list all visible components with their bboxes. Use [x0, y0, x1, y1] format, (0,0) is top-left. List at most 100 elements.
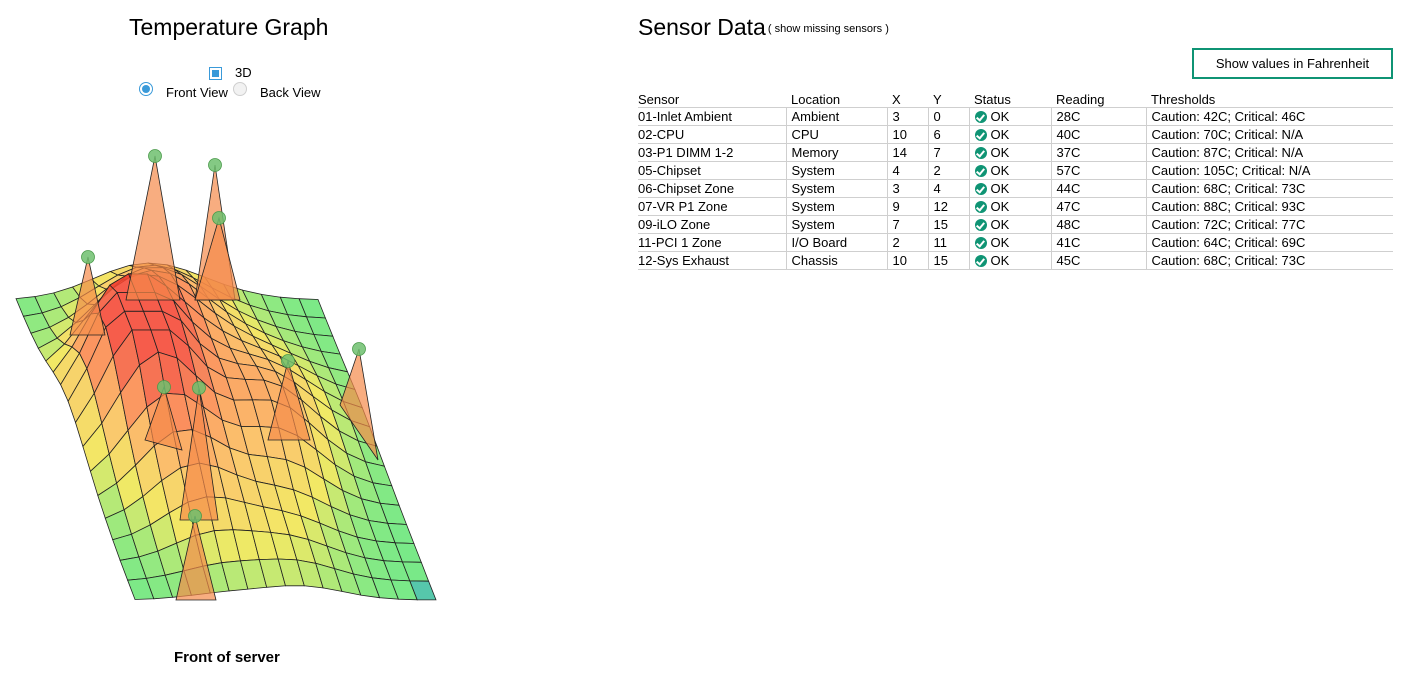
location-cell: System [785, 215, 887, 234]
sensor-spike [125, 155, 181, 301]
status-text: OK [990, 181, 1010, 196]
sensor-dot-icon[interactable] [81, 250, 95, 264]
y-cell: 7 [927, 143, 969, 162]
front-of-server-caption: Front of server [174, 649, 280, 666]
thresholds-cell: Caution: 68C; Critical: 73C [1145, 179, 1393, 198]
front-view-radio[interactable] [139, 82, 153, 96]
reading-cell: 47C [1050, 197, 1146, 216]
sensor-data-title: Sensor Data [638, 14, 766, 40]
location-cell: System [785, 179, 887, 198]
y-cell: 0 [927, 107, 969, 126]
sensor-name-cell: 03-P1 DIMM 1-2 [638, 143, 786, 162]
check-circle-icon [974, 183, 987, 195]
reading-cell: 45C [1050, 251, 1146, 270]
checkbox-checked-icon[interactable] [209, 66, 222, 80]
reading-cell: 41C [1050, 233, 1146, 252]
temperature-surface-3d[interactable] [0, 110, 470, 610]
status-cell: OK [968, 107, 1051, 126]
thresholds-cell: Caution: 105C; Critical: N/A [1145, 161, 1393, 180]
reading-cell: 37C [1050, 143, 1146, 162]
back-view-label: Back View [260, 85, 321, 100]
x-cell: 10 [886, 125, 928, 144]
thresholds-cell: Caution: 70C; Critical: N/A [1145, 125, 1393, 144]
table-row[interactable]: 02-CPU CPU 10 6 OK 40C Caution: 70C; Critical:… [638, 125, 1393, 144]
front-view-label: Front View [166, 85, 228, 100]
x-cell: 2 [886, 233, 928, 252]
mode-3d-checkbox[interactable] [209, 64, 222, 82]
mode-3d-label: 3D [235, 65, 252, 80]
thresholds-cell: Caution: 72C; Critical: 77C [1145, 215, 1393, 234]
graph-title: Temperature Graph [129, 14, 329, 40]
thresholds-cell: Caution: 87C; Critical: N/A [1145, 143, 1393, 162]
sensor-dot-icon[interactable] [157, 380, 171, 394]
col-location[interactable]: Location [786, 91, 887, 108]
surface-cell [409, 580, 437, 601]
x-cell: 3 [886, 107, 928, 126]
sensor-dot-icon[interactable] [281, 354, 295, 368]
location-cell: Memory [785, 143, 887, 162]
x-cell: 3 [886, 179, 928, 198]
col-sensor[interactable]: Sensor [638, 91, 786, 108]
sensor-dot-icon[interactable] [208, 158, 222, 172]
check-circle-icon [974, 219, 987, 231]
sensor-spike [175, 515, 217, 601]
table-row[interactable]: 11-PCI 1 Zone I/O Board 2 11 OK 41C Caution: 6… [638, 233, 1393, 252]
show-missing-sensors-link[interactable]: ( show missing sensors ) [767, 22, 889, 35]
table-row[interactable]: 07-VR P1 Zone System 9 12 OK 47C Caution: 88C;… [638, 197, 1393, 216]
check-circle-icon [974, 201, 987, 213]
y-cell: 4 [927, 179, 969, 198]
sensor-data-heading: Sensor Data( show missing sensors ) [638, 14, 889, 41]
y-cell: 2 [927, 161, 969, 180]
status-cell: OK [968, 215, 1051, 234]
sensor-name-cell: 06-Chipset Zone [638, 179, 786, 198]
status-text: OK [990, 217, 1010, 232]
status-text: OK [990, 235, 1010, 250]
location-cell: Chassis [785, 251, 887, 270]
col-reading[interactable]: Reading [1051, 91, 1146, 108]
check-circle-icon [974, 147, 987, 159]
table-row[interactable]: 03-P1 DIMM 1-2 Memory 14 7 OK 37C Caution: 87C… [638, 143, 1393, 162]
sensor-dot-icon[interactable] [352, 342, 366, 356]
thresholds-cell: Caution: 64C; Critical: 69C [1145, 233, 1393, 252]
status-cell: OK [968, 179, 1051, 198]
status-cell: OK [968, 197, 1051, 216]
status-cell: OK [968, 161, 1051, 180]
check-circle-icon [974, 111, 987, 123]
sensor-dot-icon[interactable] [212, 211, 226, 225]
sensor-dot-icon[interactable] [148, 149, 162, 163]
sensor-dot-icon[interactable] [188, 509, 202, 523]
status-cell: OK [968, 251, 1051, 270]
sensor-dot-icon[interactable] [192, 381, 206, 395]
sensor-name-cell: 07-VR P1 Zone [638, 197, 786, 216]
sensor-table-header: Sensor Location X Y Status Reading Thres… [638, 91, 1393, 108]
sensor-name-cell: 09-iLO Zone [638, 215, 786, 234]
y-cell: 12 [927, 197, 969, 216]
status-text: OK [990, 127, 1010, 142]
table-row[interactable]: 01-Inlet Ambient Ambient 3 0 OK 28C Caution: 4… [638, 107, 1393, 126]
reading-cell: 48C [1050, 215, 1146, 234]
sensor-spike [339, 348, 379, 461]
sensor-name-cell: 11-PCI 1 Zone [638, 233, 786, 252]
table-row[interactable]: 06-Chipset Zone System 3 4 OK 44C Caution: 68C… [638, 179, 1393, 198]
status-text: OK [990, 145, 1010, 160]
reading-cell: 57C [1050, 161, 1146, 180]
location-cell: Ambient [785, 107, 887, 126]
sensor-name-cell: 01-Inlet Ambient [638, 107, 786, 126]
location-cell: CPU [785, 125, 887, 144]
table-row[interactable]: 05-Chipset System 4 2 OK 57C Caution: 105C; Cr… [638, 161, 1393, 180]
col-y[interactable]: Y [928, 91, 969, 108]
status-cell: OK [968, 233, 1051, 252]
sensor-spike [194, 216, 241, 301]
show-fahrenheit-button[interactable]: Show values in Fahrenheit [1192, 48, 1393, 79]
y-cell: 6 [927, 125, 969, 144]
col-thresholds[interactable]: Thresholds [1146, 91, 1393, 108]
back-view-radio[interactable] [233, 82, 247, 96]
table-row[interactable]: 09-iLO Zone System 7 15 OK 48C Caution: 72C; C… [638, 215, 1393, 234]
col-x[interactable]: X [887, 91, 928, 108]
col-status[interactable]: Status [969, 91, 1051, 108]
sensor-name-cell: 05-Chipset [638, 161, 786, 180]
y-cell: 11 [927, 233, 969, 252]
x-cell: 10 [886, 251, 928, 270]
table-row[interactable]: 12-Sys Exhaust Chassis 10 15 OK 45C Caution: 6… [638, 251, 1393, 270]
location-cell: System [785, 197, 887, 216]
